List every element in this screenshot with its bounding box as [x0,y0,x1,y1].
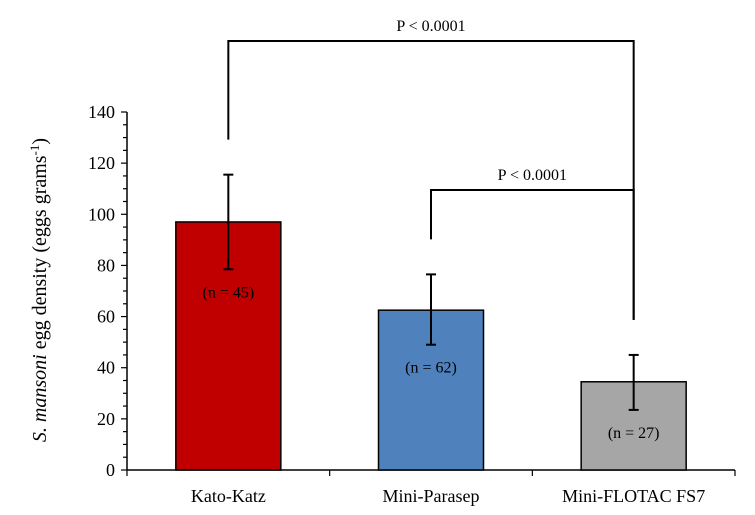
y-axis-label-italic: S. mansoni [29,354,51,442]
y-axis-label: S. mansoni egg density (eggs grams-1) [27,138,52,442]
y-axis-label-superscript: -1 [27,145,42,156]
y-axis-label-text: egg density (eggs grams [29,155,51,354]
y-tick-label: 20 [97,409,115,429]
y-tick-label: 40 [97,358,115,378]
category-label-2: Mini-FLOTAC FS7 [562,486,705,506]
y-tick-label: 120 [88,153,115,173]
significance-label-1: P < 0.0001 [498,167,567,184]
significance-bracket-0 [227,40,635,320]
n-label-0: (n = 45) [202,284,254,301]
y-tick-label: 100 [88,204,115,224]
labels: (n = 45) Kato-Katz (n = 62) Mini-Parasep (n … [191,284,705,506]
significance-brackets: P < 0.0001 P < 0.0001 [227,18,635,320]
y-axis-label-close: ) [29,138,51,145]
y-tick-label: 80 [97,255,115,275]
bars [175,173,687,471]
category-label-0: Kato-Katz [191,486,266,506]
significance-bracket-1 [430,189,635,320]
y-tick-label: 60 [97,307,115,327]
y-tick-label: 0 [106,460,115,480]
n-label-2: (n = 27) [608,425,660,442]
svg-text:S. mansoni egg density (eggs g: S. mansoni egg density (eggs grams-1) [27,138,52,442]
category-label-1: Mini-Parasep [383,486,480,506]
n-label-1: (n = 62) [405,360,457,377]
significance-label-0: P < 0.0001 [396,18,465,35]
y-tick-label: 140 [88,102,115,122]
